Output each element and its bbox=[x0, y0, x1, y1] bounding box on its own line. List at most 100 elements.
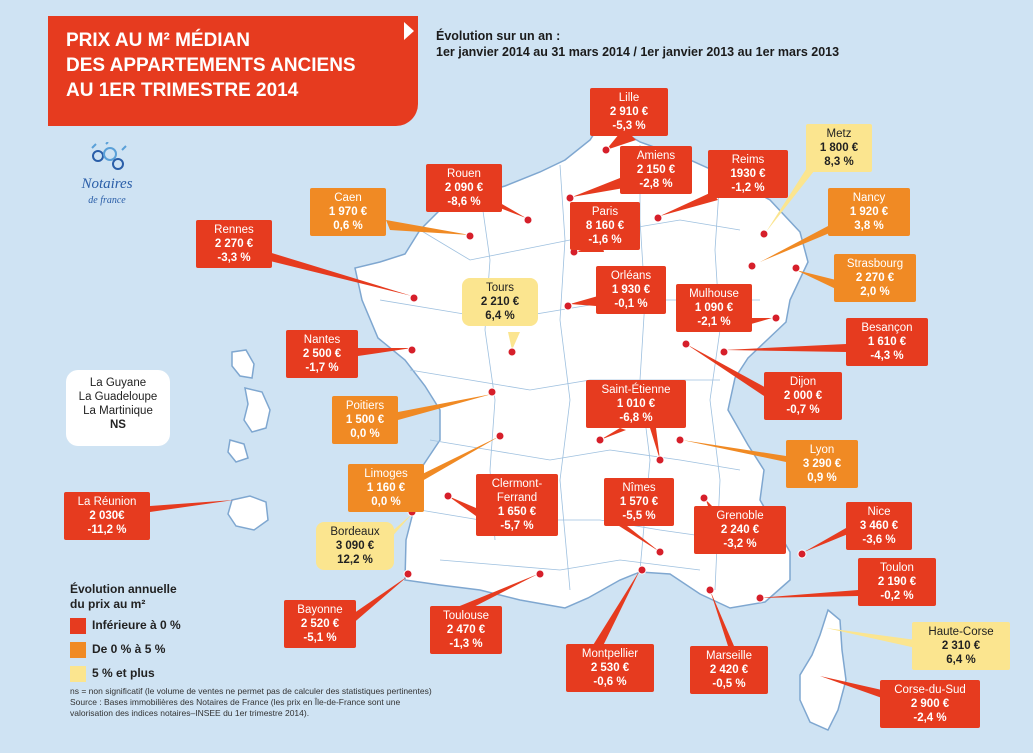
dot-metz bbox=[759, 229, 769, 239]
dot-dijon bbox=[681, 339, 691, 349]
legend-item: Inférieure à 0 % bbox=[70, 616, 290, 636]
legend-item: 5 % et plus bbox=[70, 664, 290, 684]
reunion-shape bbox=[227, 495, 269, 531]
city-label: Rennes 2 270 € -3,3 % bbox=[196, 220, 272, 268]
logo-name: Notaires bbox=[81, 176, 133, 192]
dot-orleans bbox=[563, 301, 573, 311]
corsica-shape bbox=[799, 608, 847, 731]
dot-saint-etienne bbox=[595, 435, 605, 445]
city-label: Rouen 2 090 € -8,6 % bbox=[426, 164, 502, 212]
dot-nice bbox=[797, 549, 807, 559]
city-label: Nancy 1 920 €3,8 % bbox=[828, 188, 910, 236]
dot-nantes bbox=[407, 345, 417, 355]
city-label: Reims 1930 € -1,2 % bbox=[708, 150, 788, 198]
city-label: Paris 8 160 € -1,6 % bbox=[570, 202, 640, 250]
overseas-line-1: La Guyane bbox=[89, 377, 147, 389]
city-label: Strasbourg 2 270 €2,0 % bbox=[834, 254, 916, 302]
legend-label: De 0 % à 5 % bbox=[92, 642, 166, 656]
legend-label: 5 % et plus bbox=[92, 666, 155, 680]
legend-swatch bbox=[70, 642, 86, 658]
dot-poitiers bbox=[487, 387, 497, 397]
dot-toulon bbox=[755, 593, 765, 603]
dot-rennes bbox=[409, 293, 419, 303]
city-label: Toulon 2 190 € -0,2 % bbox=[858, 558, 936, 606]
city-label: Amiens 2 150 € -2,8 % bbox=[620, 146, 692, 194]
city-label: Lyon 3 290 €0,9 % bbox=[786, 440, 858, 488]
overseas-line-4: NS bbox=[110, 419, 126, 431]
title-arrow-icon bbox=[404, 22, 414, 40]
city-label: Montpellier 2 530 € -0,6 % bbox=[566, 644, 654, 692]
city-label: Metz 1 800 €8,3 % bbox=[806, 124, 872, 172]
leader-lines bbox=[150, 128, 916, 698]
dot-marseille bbox=[705, 585, 715, 595]
dot-tours bbox=[507, 347, 517, 357]
legend: Évolution annuelle du prix au m² Inférie… bbox=[70, 582, 290, 684]
dot-besancon bbox=[719, 347, 729, 357]
legend-swatch bbox=[70, 618, 86, 634]
title-line-3: AU 1ER TRIMESTRE 2014 bbox=[66, 80, 299, 101]
footnotes: ns = non significatif (le volume de vent… bbox=[70, 686, 540, 719]
dot-nimes bbox=[655, 455, 665, 465]
city-label: Lille 2 910 € -5,3 % bbox=[590, 88, 668, 136]
notaires-logo: Notaires de france bbox=[62, 141, 152, 212]
legend-title-2: du prix au m² bbox=[70, 597, 146, 611]
city-label: Besançon 1 610 € -4,3 % bbox=[846, 318, 928, 366]
city-label: Nice 3 460 € -3,6 % bbox=[846, 502, 912, 550]
evolution-header-line-2: 1er janvier 2014 au 31 mars 2014 / 1er j… bbox=[436, 45, 840, 59]
city-dots bbox=[403, 145, 807, 603]
map-title: PRIX AU M² MÉDIAN DES APPARTEMENTS ANCIE… bbox=[48, 16, 418, 126]
city-label: Caen 1 970 €0,6 % bbox=[310, 188, 386, 236]
city-label: Toulouse 2 470 € -1,3 % bbox=[430, 606, 502, 654]
dot-clermont bbox=[443, 491, 453, 501]
dot-grenoble bbox=[699, 493, 709, 503]
legend-swatch bbox=[70, 666, 86, 682]
title-line-2: DES APPARTEMENTS ANCIENS bbox=[66, 55, 356, 76]
city-label: Haute-Corse 2 310 €6,4 % bbox=[912, 622, 1010, 670]
footnote-2: Source : Bases immobilières des Notaires… bbox=[70, 697, 401, 707]
dot-limoges bbox=[495, 431, 505, 441]
dot-lille bbox=[601, 145, 611, 155]
logo-subtitle: de france bbox=[88, 195, 126, 206]
dot-rouen bbox=[523, 215, 533, 225]
city-label: Nantes 2 500 € -1,7 % bbox=[286, 330, 358, 378]
notaires-logo-icon bbox=[91, 141, 127, 170]
dot-lyon bbox=[675, 435, 685, 445]
france-mainland-shape bbox=[354, 118, 809, 609]
city-label: Tours 2 210 €6,4 % bbox=[462, 278, 538, 326]
dot-strasbourg bbox=[791, 263, 801, 273]
city-label: Poitiers 1 500 €0,0 % bbox=[332, 396, 398, 444]
city-label: Bayonne 2 520 € -5,1 % bbox=[284, 600, 356, 648]
overseas-line-2: La Guadeloupe bbox=[78, 391, 158, 403]
city-label: Grenoble 2 240 € -3,2 % bbox=[694, 506, 786, 554]
dot-gap bbox=[655, 547, 665, 557]
evolution-header-line-1: Évolution sur un an : bbox=[436, 29, 561, 43]
city-label: Orléans 1 930 € -0,1 % bbox=[596, 266, 666, 314]
dot-caen bbox=[465, 231, 475, 241]
city-label: Nîmes 1 570 € -5,5 % bbox=[604, 478, 674, 526]
title-line-1: PRIX AU M² MÉDIAN bbox=[66, 30, 251, 51]
city-label: Mulhouse 1 090 € -2,1 % bbox=[676, 284, 752, 332]
overseas-box: La Guyane La Guadeloupe La Martinique NS bbox=[66, 370, 170, 446]
dot-reims bbox=[653, 213, 663, 223]
legend-item: De 0 % à 5 % bbox=[70, 640, 290, 660]
city-label: La Réunion 2 030€ -11,2 % bbox=[64, 492, 150, 540]
city-label: Bordeaux 3 090 €12,2 % bbox=[316, 522, 394, 570]
dot-bayonne bbox=[403, 569, 413, 579]
overseas-line-3: La Martinique bbox=[83, 405, 153, 417]
legend-title-1: Évolution annuelle bbox=[70, 582, 177, 596]
city-label: Clermont- Ferrand 1 650 € -5,7 % bbox=[476, 474, 558, 536]
antilles-shape bbox=[227, 349, 271, 463]
dot-nancy bbox=[747, 261, 757, 271]
dot-mulhouse bbox=[771, 313, 781, 323]
footnote-1: ns = non significatif (le volume de vent… bbox=[70, 686, 432, 696]
footnote-3: valorisation des indices notaires–INSEE … bbox=[70, 708, 310, 718]
evolution-header: Évolution sur un an : 1er janvier 2014 a… bbox=[436, 28, 996, 60]
dot-toulouse bbox=[535, 569, 545, 579]
city-label: Marseille 2 420 € -0,5 % bbox=[690, 646, 768, 694]
dot-montpellier bbox=[637, 565, 647, 575]
city-label: Saint-Étienne 1 010 € -6,8 % bbox=[586, 380, 686, 428]
legend-label: Inférieure à 0 % bbox=[92, 618, 181, 632]
dot-amiens bbox=[565, 193, 575, 203]
